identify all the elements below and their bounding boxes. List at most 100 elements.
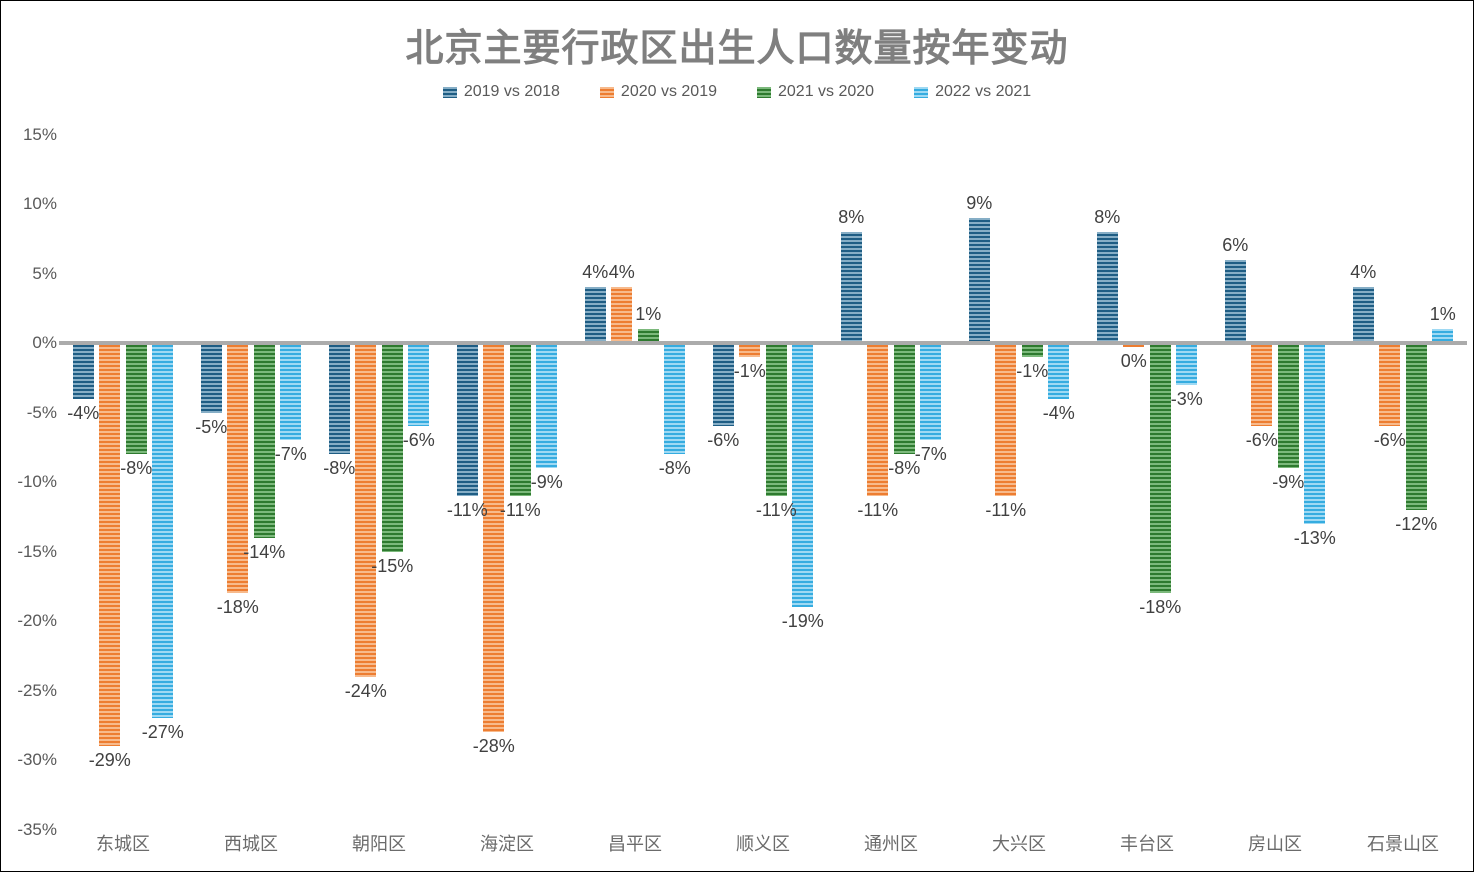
bar <box>765 343 787 496</box>
bar <box>1123 343 1145 348</box>
bar-label: 8% <box>838 206 865 227</box>
x-axis-label: 东城区 <box>96 834 150 854</box>
y-axis-tick: 15% <box>22 124 57 144</box>
bar-label: -28% <box>472 736 515 757</box>
bar-label: -11% <box>985 499 1027 520</box>
bar-label: 0% <box>1120 351 1147 372</box>
bar <box>664 343 686 455</box>
bar-label: -7% <box>274 444 307 465</box>
x-axis-label: 朝阳区 <box>352 834 406 854</box>
bar-label: -12% <box>1395 513 1438 534</box>
bar <box>1277 343 1299 469</box>
bar-label: -11% <box>446 499 488 520</box>
x-axis-label: 西城区 <box>224 834 278 854</box>
bar-label: -15% <box>371 555 414 576</box>
legend-item: 2020 vs 2019 <box>599 83 717 101</box>
bar-label: 9% <box>966 192 993 213</box>
bar-label: 4% <box>582 262 609 283</box>
legend-label: 2021 vs 2020 <box>778 83 875 100</box>
bar <box>253 343 275 538</box>
y-axis-tick: 5% <box>32 263 57 283</box>
chart-legend: 2019 vs 2018 2020 vs 2019 2021 vs 2020 2022… <box>1 83 1473 101</box>
bar-label: 6% <box>1222 234 1249 255</box>
x-axis-label: 房山区 <box>1248 834 1302 854</box>
bar <box>739 343 761 357</box>
bar-label: -29% <box>88 750 131 771</box>
bar <box>1048 343 1070 399</box>
bar-label: -3% <box>1170 388 1203 409</box>
bar <box>355 343 377 677</box>
bar <box>152 343 174 719</box>
bar <box>1251 343 1273 427</box>
bar-label: 1% <box>1429 304 1456 325</box>
chart-title: 北京主要行政区出生人口数量按年变动 <box>405 28 1069 70</box>
bar-label: -4% <box>67 402 100 423</box>
bar-label: 4% <box>608 262 635 283</box>
bar-label: -7% <box>914 444 947 465</box>
bar <box>1021 343 1043 357</box>
bar <box>509 343 531 496</box>
y-axis-tick: -15% <box>17 541 57 561</box>
bar-label: -5% <box>195 416 228 437</box>
x-axis-label: 石景山区 <box>1367 834 1439 854</box>
legend-swatch-icon <box>599 86 614 98</box>
y-axis-tick: -35% <box>17 819 57 839</box>
bar <box>1176 343 1198 385</box>
y-axis-tick: -20% <box>17 611 57 630</box>
legend-item: 2022 vs 2021 <box>914 83 1031 101</box>
bar-label: -27% <box>141 722 184 743</box>
bar <box>1352 287 1374 343</box>
bar <box>893 343 915 455</box>
y-axis-tick: -30% <box>17 750 57 769</box>
bar-label: -6% <box>402 430 435 451</box>
bar-label: -13% <box>1293 527 1336 548</box>
legend-label: 2022 vs 2021 <box>935 83 1032 100</box>
bar <box>483 343 505 733</box>
legend-label: 2019 vs 2018 <box>463 83 560 100</box>
bar <box>968 217 990 343</box>
bar <box>280 343 302 441</box>
legend-label: 2020 vs 2019 <box>620 83 717 100</box>
x-axis-label: 丰台区 <box>1120 834 1174 854</box>
y-axis-tick: 10% <box>22 194 57 213</box>
bar-label: -8% <box>120 458 153 479</box>
bar <box>867 343 889 496</box>
bar-label: -24% <box>344 680 387 701</box>
bar-label: -4% <box>1042 402 1075 423</box>
legend-item: 2021 vs 2020 <box>757 83 874 101</box>
y-axis-tick: 0% <box>32 333 57 352</box>
bar <box>637 329 659 343</box>
bar-label: -11% <box>755 499 797 520</box>
bar-label: 4% <box>1350 262 1377 283</box>
zero-axis-line <box>59 341 1467 345</box>
bar-label: -8% <box>323 458 356 479</box>
x-axis-label: 昌平区 <box>608 834 662 854</box>
bar <box>712 343 734 427</box>
legend-item: 2019 vs 2018 <box>442 83 560 101</box>
bar <box>584 287 606 343</box>
bar-label: -8% <box>658 458 691 479</box>
bar-label: -18% <box>216 597 259 618</box>
bar-label: -6% <box>1245 430 1278 451</box>
bar <box>456 343 478 496</box>
bar <box>1224 259 1246 343</box>
x-axis-label: 顺义区 <box>736 834 790 854</box>
x-axis-label: 通州区 <box>864 834 918 854</box>
legend-swatch-icon <box>914 86 929 98</box>
bar <box>408 343 430 427</box>
bar-label: -14% <box>243 541 286 562</box>
bar <box>328 343 350 455</box>
x-axis-label: 大兴区 <box>992 834 1046 854</box>
bar <box>125 343 147 455</box>
y-axis-tick: -25% <box>17 680 57 700</box>
bar-label: -6% <box>707 430 740 451</box>
bar-label: -6% <box>1373 430 1406 451</box>
bar <box>792 343 814 608</box>
bar <box>611 287 633 343</box>
bar-label: 1% <box>635 304 662 325</box>
bar <box>536 343 558 469</box>
bar <box>920 343 942 441</box>
y-axis-tick: -10% <box>17 472 57 491</box>
